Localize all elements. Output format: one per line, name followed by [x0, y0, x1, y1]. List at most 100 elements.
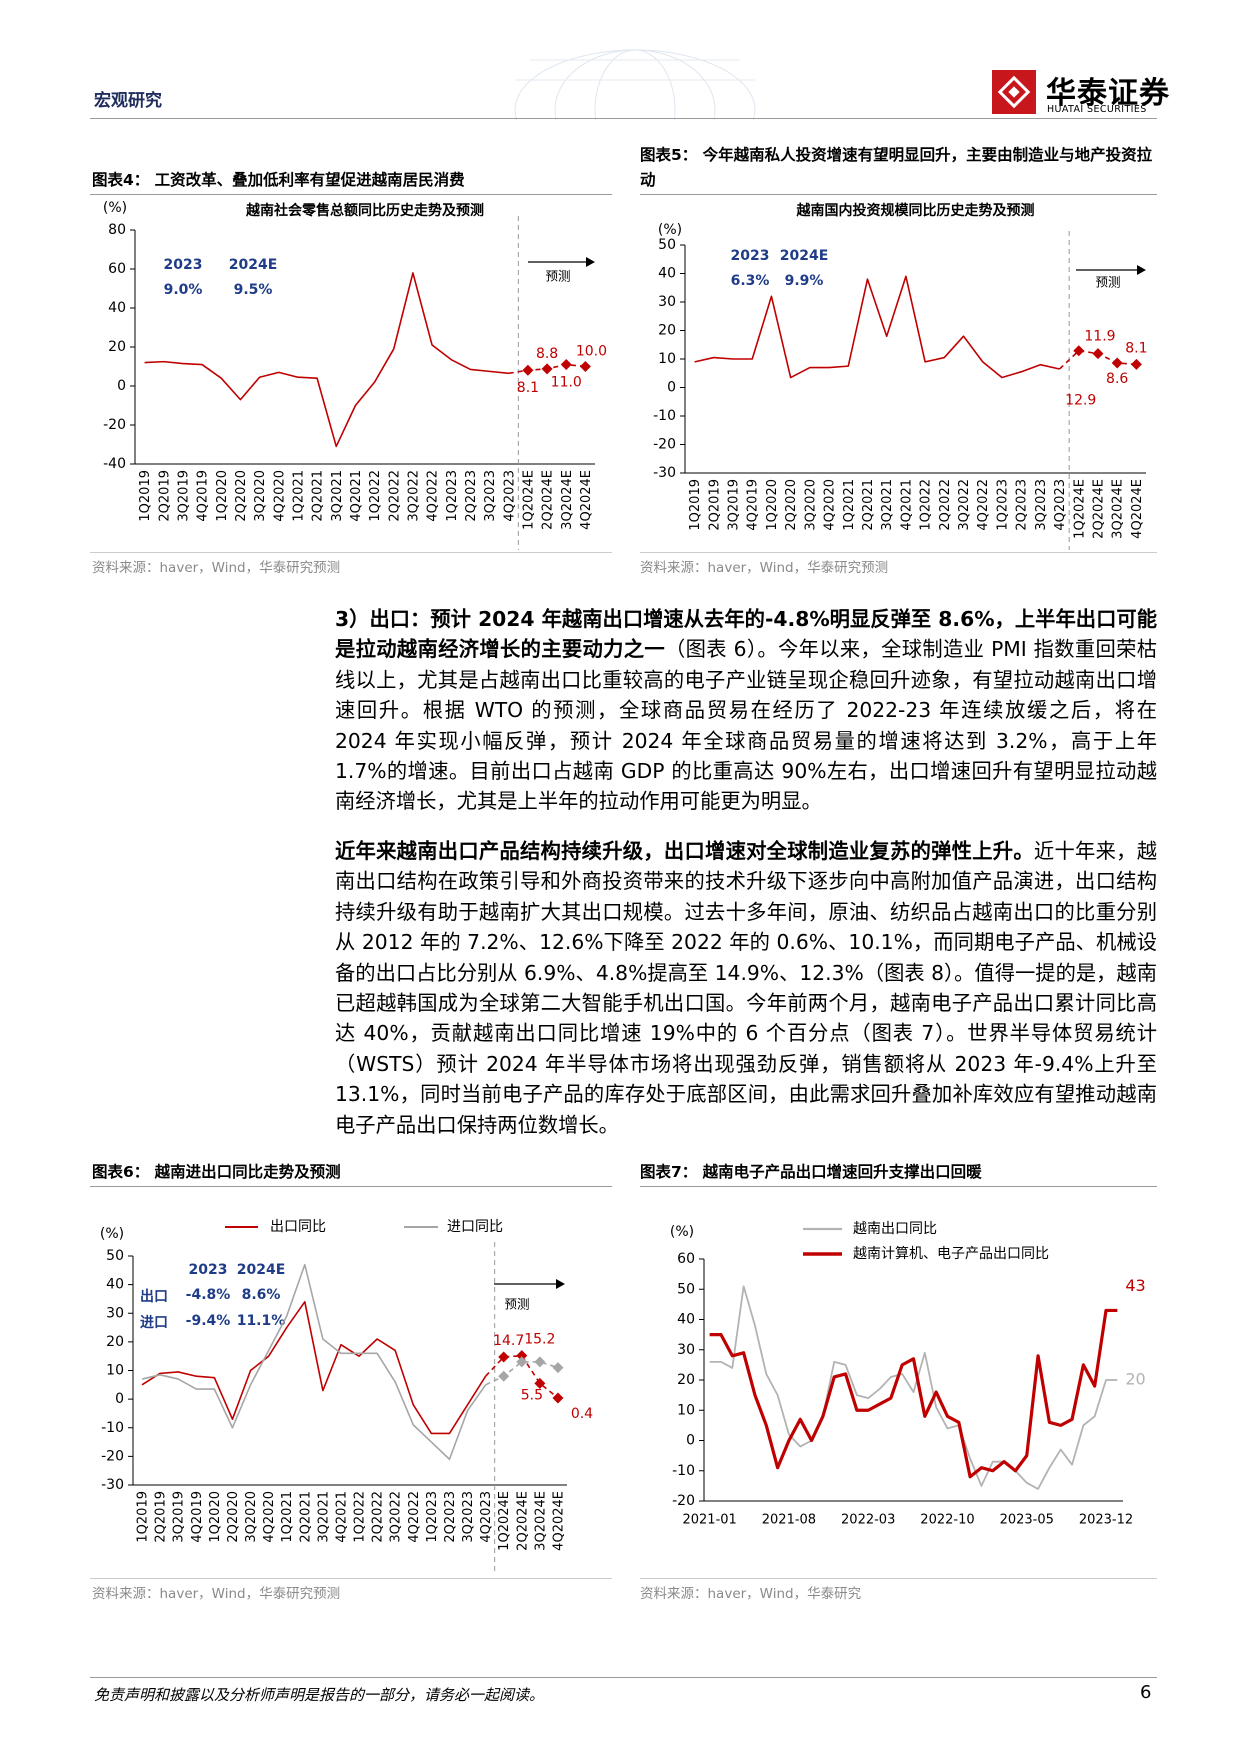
y-axis-unit: (%) — [670, 1224, 694, 1240]
legend-label: 越南出口同比 — [853, 1221, 937, 1237]
legend-label: 进口同比 — [447, 1219, 503, 1235]
x-tick-label: 3Q2019 — [727, 479, 742, 531]
x-tick-label: 3Q2024E — [560, 470, 575, 530]
forecast-marker — [498, 1370, 510, 1382]
x-tick-label: 1Q2022 — [353, 1491, 368, 1543]
y-tick-label: 40 — [658, 266, 676, 282]
x-tick-label: 3Q2020 — [253, 470, 268, 522]
x-tick-label: 3Q2021 — [880, 479, 895, 531]
forecast-marker — [1092, 348, 1104, 360]
forecast-marker — [516, 1350, 528, 1362]
x-tick-label: 1Q2022 — [919, 479, 934, 531]
y-tick-label: -20 — [103, 417, 126, 433]
forecast-marker — [560, 359, 572, 371]
y-tick-label: 50 — [677, 1281, 695, 1297]
y-tick-label: -20 — [653, 437, 676, 453]
x-tick-label: 1Q2019 — [136, 1491, 151, 1543]
x-tick-label: 1Q2020 — [215, 470, 230, 522]
forecast-label: 预测 — [1095, 275, 1120, 290]
y-tick-label: 30 — [106, 1305, 124, 1321]
x-tick-label: 4Q2024E — [551, 1491, 566, 1551]
source-rule — [640, 552, 1157, 553]
x-tick-label: 4Q2022 — [407, 1491, 422, 1543]
data-label: 5.5 — [521, 1387, 543, 1403]
x-tick-label: 4Q2019 — [196, 470, 211, 522]
x-tick-label: 2Q2020 — [234, 470, 249, 522]
x-tick-label: 4Q2023 — [479, 1491, 494, 1543]
y-tick-label: -30 — [653, 465, 676, 481]
paragraph: 3）出口：预计 2024 年越南出口增速从去年的-4.8%明显反弹至 8.6%，… — [335, 604, 1157, 817]
x-tick-label: 1Q2020 — [208, 1491, 223, 1543]
x-tick-label: 4Q2020 — [272, 470, 287, 522]
data-label: 0.4 — [571, 1406, 593, 1422]
annotation: 6.3% — [731, 273, 770, 289]
data-label: 8.1 — [1125, 340, 1147, 356]
figure-caption: 图表6： 越南进出口同比走势及预测 — [92, 1163, 341, 1181]
y-tick-label: 40 — [677, 1312, 695, 1328]
x-tick-label: 2022-03 — [841, 1513, 895, 1528]
annotation: 9.9% — [785, 273, 824, 289]
y-tick-label: -20 — [101, 1448, 124, 1464]
y-axis-unit: (%) — [658, 222, 682, 238]
x-tick-label: 2Q2020 — [226, 1491, 241, 1543]
x-tick-label: 4Q2022 — [426, 470, 441, 522]
x-tick-label: 2Q2022 — [938, 479, 953, 531]
x-tick-label: 3Q2024E — [533, 1491, 548, 1551]
series-line — [485, 1354, 559, 1399]
y-tick-label: -30 — [101, 1477, 124, 1493]
source-rule — [90, 1578, 612, 1579]
x-tick-label: 2Q2019 — [157, 470, 172, 522]
annotation: 2023 — [731, 248, 770, 264]
x-tick-label: 4Q2020 — [262, 1491, 277, 1543]
x-tick-label: 1Q2022 — [368, 470, 383, 522]
x-tick-label: 4Q2024E — [579, 470, 594, 530]
data-label: 11.9 — [1084, 329, 1115, 345]
x-tick-label: 2Q2021 — [861, 479, 876, 531]
data-label: 43 — [1125, 1276, 1145, 1295]
x-tick-label: 3Q2019 — [172, 1491, 187, 1543]
x-tick-label: 3Q2021 — [330, 470, 345, 522]
annotation: 进口 — [140, 1315, 168, 1331]
y-tick-label: 40 — [108, 300, 126, 316]
data-label: 8.1 — [517, 380, 539, 396]
annotation: 2024E — [237, 1262, 286, 1278]
figure-source: 资料来源：haver，Wind，华泰研究预测 — [640, 560, 889, 576]
header-decoration — [514, 49, 756, 120]
x-tick-label: 2Q2021 — [311, 470, 326, 522]
chart-title: 越南国内投资规模同比历史走势及预测 — [796, 202, 1035, 219]
annotation: 9.0% — [164, 282, 203, 298]
forecast-marker — [552, 1362, 564, 1374]
figure-caption: 图表4： 工资改革、叠加低利率有望促进越南居民消费 — [92, 171, 465, 189]
annotation: 11.1% — [237, 1313, 286, 1329]
forecast-marker — [1130, 358, 1142, 370]
y-tick-label: 20 — [658, 323, 676, 339]
y-tick-label: 50 — [106, 1248, 124, 1264]
forecast-marker — [1073, 345, 1085, 357]
y-tick-label: 0 — [117, 378, 126, 394]
annotation: -9.4% — [186, 1313, 231, 1329]
y-tick-label: 0 — [667, 380, 676, 396]
y-tick-label: 20 — [106, 1334, 124, 1350]
y-tick-label: -10 — [653, 408, 676, 424]
y-tick-label: 20 — [108, 339, 126, 355]
forecast-arrowhead — [556, 1279, 565, 1289]
forecast-arrowhead — [1137, 265, 1146, 275]
annotation: 8.6% — [242, 1287, 281, 1303]
source-rule — [640, 1578, 1157, 1579]
x-tick-label: 2021-01 — [682, 1513, 736, 1528]
series-line — [709, 1285, 1118, 1490]
figure-caption: 图表7： 越南电子产品出口增速回升支撑出口回暖 — [640, 1163, 982, 1181]
annotation: -4.8% — [186, 1287, 231, 1303]
y-tick-label: -40 — [103, 456, 126, 472]
x-tick-label: 2022-10 — [920, 1513, 974, 1528]
y-tick-label: 40 — [106, 1277, 124, 1293]
series-line — [144, 272, 509, 448]
x-tick-label: 2Q2022 — [387, 470, 402, 522]
annotation: 2023 — [164, 257, 203, 273]
forecast-marker — [534, 1377, 546, 1389]
annotation: 9.5% — [234, 282, 273, 298]
x-tick-label: 1Q2024E — [521, 470, 536, 530]
y-tick-label: 20 — [677, 1372, 695, 1388]
figure-source: 资料来源：haver，Wind，华泰研究预测 — [92, 1586, 341, 1602]
